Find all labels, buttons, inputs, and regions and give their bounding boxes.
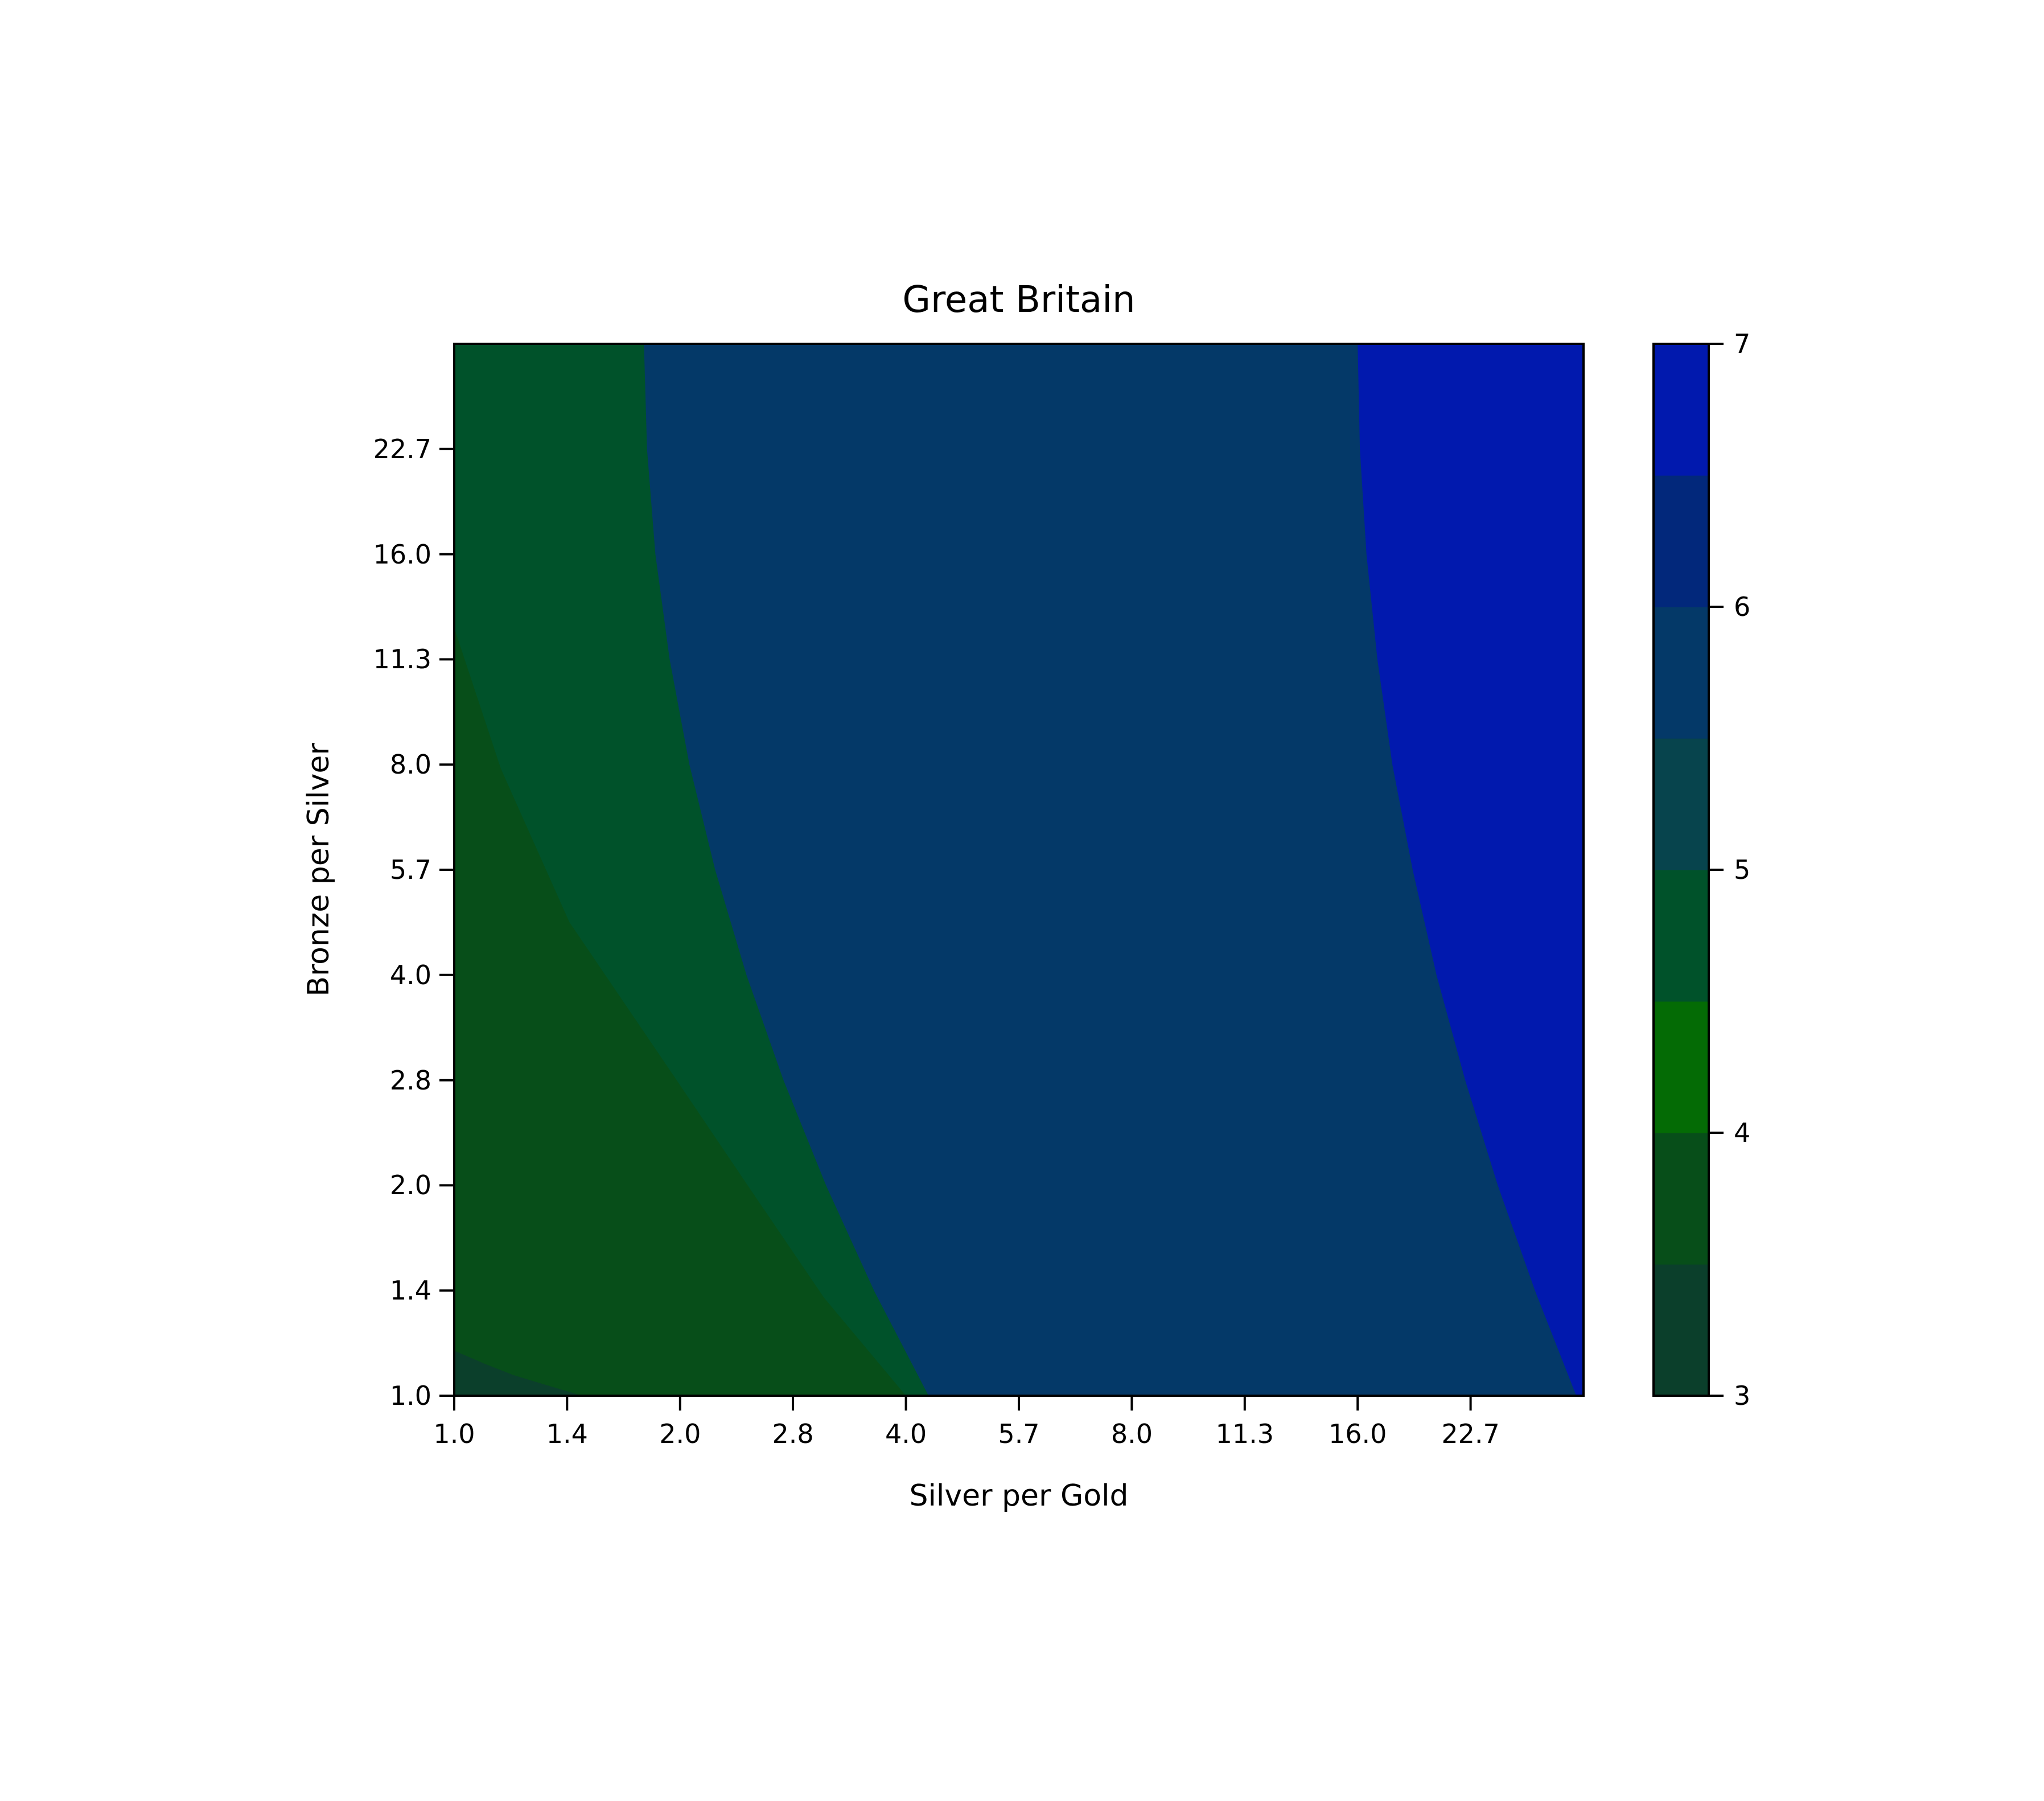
colorbar-band bbox=[1654, 344, 1709, 476]
x-tick-label: 4.0 bbox=[885, 1418, 927, 1449]
x-tick-label: 2.8 bbox=[772, 1418, 814, 1449]
colorbar-tick-label: 7 bbox=[1734, 328, 1751, 359]
colorbar-band bbox=[1654, 607, 1709, 739]
x-tick-label: 22.7 bbox=[1441, 1418, 1500, 1449]
x-tick-label: 1.4 bbox=[546, 1418, 588, 1449]
x-tick-label: 5.7 bbox=[998, 1418, 1040, 1449]
contour-region-band-3.5-4.0 bbox=[454, 628, 906, 1396]
chart-title: Great Britain bbox=[902, 279, 1136, 321]
colorbar-tick-label: 3 bbox=[1734, 1380, 1751, 1411]
colorbar-band bbox=[1654, 1001, 1709, 1133]
colorbar-band bbox=[1654, 870, 1709, 1002]
x-tick-label: 1.0 bbox=[433, 1418, 475, 1449]
x-tick-label: 11.3 bbox=[1215, 1418, 1274, 1449]
y-tick-label: 16.0 bbox=[373, 538, 431, 570]
contour-region-band-6.5-7.0 bbox=[1358, 344, 1584, 1396]
y-tick-label: 11.3 bbox=[373, 644, 431, 675]
colorbar-band bbox=[1654, 475, 1709, 607]
colorbar-tick-label: 6 bbox=[1734, 591, 1751, 622]
colorbar-tick-label: 5 bbox=[1734, 854, 1751, 885]
y-tick-label: 1.0 bbox=[389, 1380, 431, 1411]
y-tick-label: 1.4 bbox=[389, 1275, 431, 1306]
y-tick-label: 5.7 bbox=[389, 854, 431, 885]
colorbar-tick-label: 4 bbox=[1734, 1117, 1751, 1148]
y-tick-label: 22.7 bbox=[373, 433, 431, 464]
y-tick-label: 2.0 bbox=[389, 1170, 431, 1201]
contour-region-band-3.0-3.5 bbox=[454, 1350, 582, 1396]
x-tick-label: 16.0 bbox=[1328, 1418, 1387, 1449]
x-tick-label: 8.0 bbox=[1111, 1418, 1153, 1449]
y-tick-label: 2.8 bbox=[389, 1064, 431, 1096]
x-tick-label: 2.0 bbox=[659, 1418, 701, 1449]
colorbar-band bbox=[1654, 738, 1709, 870]
y-tick-label: 4.0 bbox=[389, 959, 431, 990]
colorbar-band bbox=[1654, 1264, 1709, 1396]
colorbar-band bbox=[1654, 1133, 1709, 1265]
y-tick-label: 8.0 bbox=[389, 749, 431, 780]
x-axis-label: Silver per Gold bbox=[909, 1479, 1129, 1513]
